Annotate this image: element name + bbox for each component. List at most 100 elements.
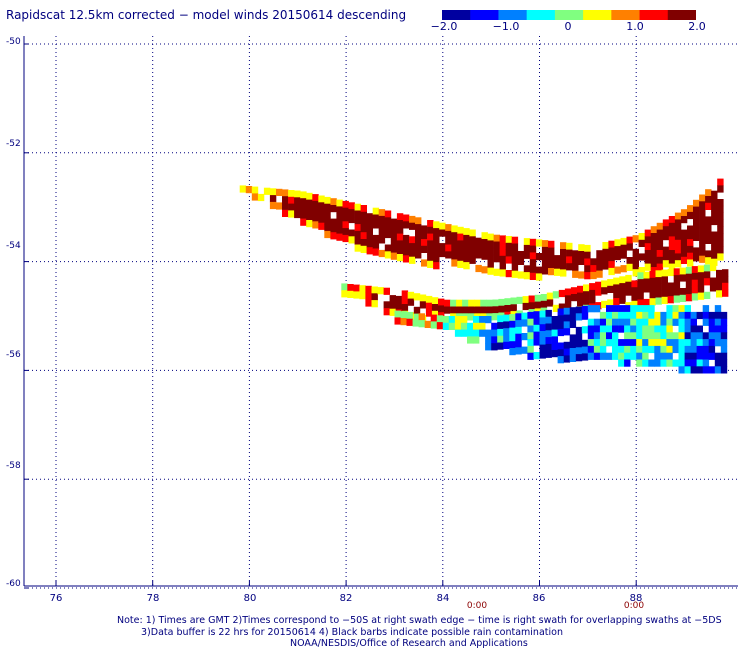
heatmap-cell: [699, 201, 706, 209]
heatmap-cell: [717, 219, 724, 227]
heatmap-cell: [390, 232, 398, 240]
heatmap-cell: [413, 313, 421, 321]
heatmap-cell: [486, 299, 493, 307]
heatmap-cell: [457, 260, 464, 268]
heatmap-cell: [693, 220, 700, 228]
heatmap-cell: [619, 296, 626, 304]
heatmap-cell: [475, 237, 482, 245]
heatmap-cell: [642, 359, 649, 367]
heatmap-cell: [378, 209, 386, 217]
heatmap-cell: [625, 274, 632, 283]
heatmap-cell: [636, 359, 643, 367]
heatmap-cell: [584, 244, 591, 253]
colorbar-segment: [639, 10, 669, 20]
colorbar-segment: [667, 10, 696, 20]
heatmap-cell: [607, 285, 614, 293]
heatmap-cell: [529, 272, 537, 280]
heatmap-cell: [552, 291, 560, 299]
heatmap-cell: [672, 332, 679, 340]
heatmap-cell: [533, 311, 540, 319]
heatmap-cell: [540, 294, 548, 302]
heatmap-cell: [660, 359, 667, 367]
heatmap-cell: [613, 277, 620, 285]
heatmap-cell: [693, 206, 700, 214]
heatmap-cell: [424, 320, 432, 328]
heatmap-cell: [638, 253, 645, 261]
heatmap-cell: [716, 283, 723, 291]
heatmap-cell: [511, 243, 519, 251]
heatmap-cell: [680, 229, 688, 237]
heatmap-cell: [577, 285, 584, 293]
heatmap-cell: [656, 243, 664, 251]
heatmap-cell: [656, 250, 664, 258]
heatmap-cell: [696, 345, 703, 354]
heatmap-cell: [359, 285, 366, 293]
heatmap-cell: [451, 245, 458, 253]
heatmap-cell: [648, 305, 655, 313]
heatmap-cell: [590, 265, 597, 273]
heatmap-cell: [618, 345, 625, 354]
heatmap-cell: [560, 249, 567, 257]
heatmap-cell: [654, 332, 661, 340]
heatmap-cell: [487, 247, 494, 255]
heatmap-cell: [680, 209, 688, 217]
heatmap-cell: [691, 266, 699, 274]
heatmap-cell: [654, 311, 661, 320]
heatmap-cell: [666, 325, 673, 333]
heatmap-cell: [342, 221, 349, 229]
heatmap-cell: [661, 283, 668, 291]
heatmap-cell: [711, 211, 718, 219]
heatmap-cell: [365, 285, 372, 293]
heatmap-cell: [678, 311, 685, 320]
heatmap-cell: [400, 311, 407, 319]
heatmap-cell: [527, 325, 534, 333]
heatmap-cell: [558, 289, 566, 298]
heatmap-cell: [442, 316, 450, 324]
heatmap-cell: [714, 339, 722, 347]
heatmap-cell: [613, 298, 620, 306]
heatmap-cell: [687, 259, 694, 267]
heatmap-cell: [503, 321, 510, 329]
heatmap-cell: [613, 284, 620, 292]
heatmap-cell: [620, 244, 627, 252]
heatmap-cell: [431, 297, 439, 305]
heatmap-cell: [696, 359, 703, 367]
heatmap-cell: [548, 261, 555, 269]
heatmap-cell: [606, 339, 613, 347]
heatmap-cell: [648, 345, 655, 354]
heatmap-cell: [656, 256, 664, 264]
heatmap-cell: [415, 251, 422, 259]
heatmap-cell: [644, 236, 652, 244]
heatmap-cell: [421, 232, 428, 240]
heatmap-cell: [711, 190, 718, 198]
heatmap-cell: [569, 341, 577, 349]
heatmap-cell: [366, 240, 373, 248]
heatmap-cell: [468, 306, 475, 314]
heatmap-cell: [711, 217, 718, 226]
heatmap-cell: [384, 224, 392, 232]
heatmap-cell: [593, 318, 601, 326]
heatmap-cell: [572, 263, 579, 272]
heatmap-cell: [527, 318, 534, 326]
heatmap-cell: [541, 260, 549, 268]
heatmap-cell: [406, 311, 413, 320]
heatmap-cell: [716, 269, 723, 278]
heatmap-cell: [717, 178, 724, 186]
heatmap-cell: [383, 301, 390, 309]
heatmap-cell: [401, 304, 409, 312]
heatmap-cell: [372, 207, 380, 215]
heatmap-cell: [419, 301, 427, 309]
heatmap-cell: [560, 242, 567, 250]
heatmap-cell: [421, 245, 428, 253]
heatmap-cell: [318, 215, 325, 224]
heatmap-cell: [584, 265, 591, 273]
heatmap-cell: [539, 331, 546, 339]
heatmap-cell: [421, 259, 428, 267]
heatmap-cell: [475, 264, 482, 273]
heatmap-cell: [445, 224, 452, 232]
heatmap-cell: [360, 232, 367, 240]
heatmap-cell: [673, 268, 681, 276]
heatmap-cell: [703, 271, 711, 279]
heatmap-cell: [649, 271, 656, 279]
heatmap-cell: [678, 345, 685, 354]
